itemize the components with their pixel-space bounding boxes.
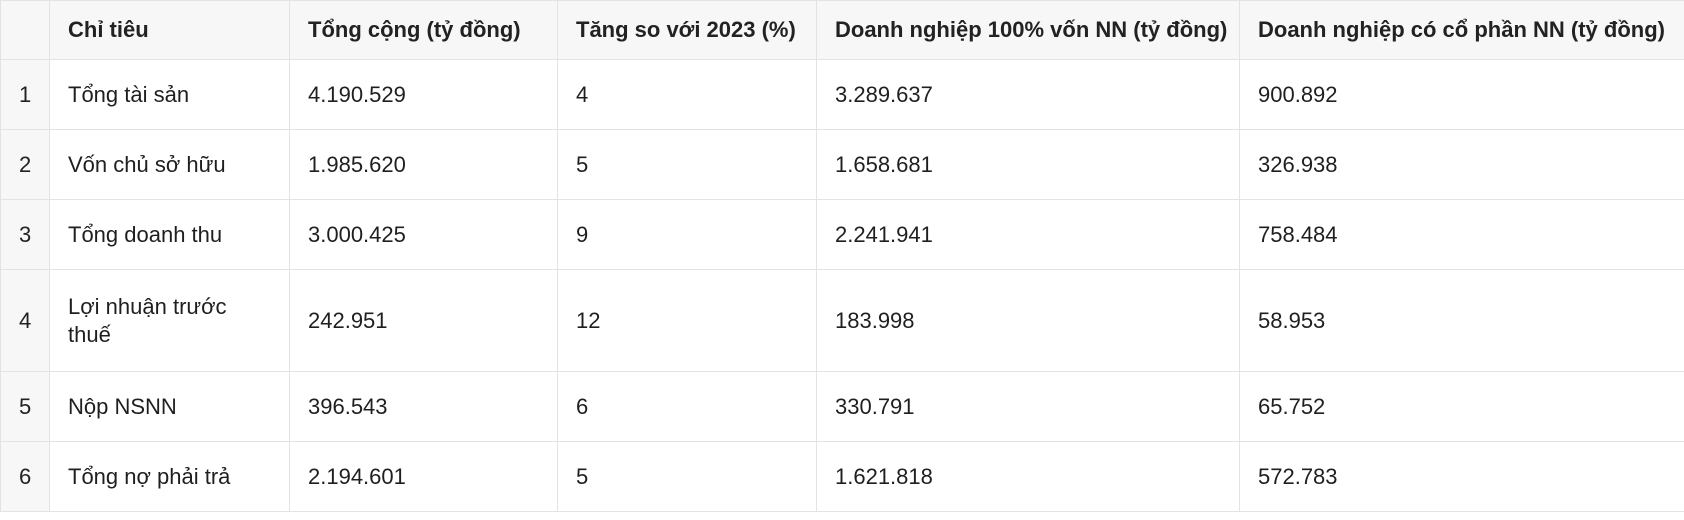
growth-pct-cell[interactable]: 4 [557, 59, 817, 130]
growth-pct-cell[interactable]: 12 [557, 269, 817, 372]
state-owned-100-cell[interactable]: 1.621.818 [816, 441, 1240, 512]
state-owned-100-cell[interactable]: 330.791 [816, 371, 1240, 442]
growth-pct-cell[interactable]: 5 [557, 129, 817, 200]
indicator-cell[interactable]: Tổng nợ phải trả [49, 441, 290, 512]
state-owned-100-cell[interactable]: 2.241.941 [816, 199, 1240, 270]
header-row: Chỉ tiêu Tổng cộng (tỷ đồng) Tăng so với… [0, 0, 1684, 60]
header-cell-indicator[interactable]: Chỉ tiêu [49, 0, 290, 60]
state-shareholding-cell[interactable]: 572.783 [1239, 441, 1684, 512]
header-cell-state-owned-100[interactable]: Doanh nghiệp 100% vốn NN (tỷ đồng) [816, 0, 1240, 60]
total-cell[interactable]: 242.951 [289, 269, 558, 372]
table-row: 3 Tổng doanh thu 3.000.425 9 2.241.941 7… [0, 199, 1684, 270]
row-index-cell: 2 [0, 129, 50, 200]
total-cell[interactable]: 4.190.529 [289, 59, 558, 130]
indicator-cell[interactable]: Tổng tài sản [49, 59, 290, 130]
growth-pct-cell[interactable]: 9 [557, 199, 817, 270]
state-shareholding-cell[interactable]: 326.938 [1239, 129, 1684, 200]
table-row: 4 Lợi nhuận trước thuế 242.951 12 183.99… [0, 269, 1684, 372]
total-cell[interactable]: 2.194.601 [289, 441, 558, 512]
row-index-cell: 5 [0, 371, 50, 442]
state-shareholding-cell[interactable]: 58.953 [1239, 269, 1684, 372]
indicator-cell[interactable]: Tổng doanh thu [49, 199, 290, 270]
indicator-cell[interactable]: Lợi nhuận trước thuế [49, 269, 290, 372]
row-index-cell: 6 [0, 441, 50, 512]
state-shareholding-cell[interactable]: 900.892 [1239, 59, 1684, 130]
row-index-cell: 3 [0, 199, 50, 270]
table-row: 1 Tổng tài sản 4.190.529 4 3.289.637 900… [0, 59, 1684, 130]
indicator-cell[interactable]: Vốn chủ sở hữu [49, 129, 290, 200]
growth-pct-cell[interactable]: 6 [557, 371, 817, 442]
state-owned-100-cell[interactable]: 1.658.681 [816, 129, 1240, 200]
header-cell-state-shareholding[interactable]: Doanh nghiệp có cổ phần NN (tỷ đồng) [1239, 0, 1684, 60]
total-cell[interactable]: 3.000.425 [289, 199, 558, 270]
state-owned-100-cell[interactable]: 183.998 [816, 269, 1240, 372]
state-owned-100-cell[interactable]: 3.289.637 [816, 59, 1240, 130]
table-row: 2 Vốn chủ sở hữu 1.985.620 5 1.658.681 3… [0, 129, 1684, 200]
indicator-cell[interactable]: Nộp NSNN [49, 371, 290, 442]
header-cell-index [0, 0, 50, 60]
state-shareholding-cell[interactable]: 758.484 [1239, 199, 1684, 270]
row-index-cell: 4 [0, 269, 50, 372]
table-row: 6 Tổng nợ phải trả 2.194.601 5 1.621.818… [0, 441, 1684, 512]
table-row: 5 Nộp NSNN 396.543 6 330.791 65.752 [0, 371, 1684, 442]
row-index-cell: 1 [0, 59, 50, 130]
header-cell-growth-pct[interactable]: Tăng so với 2023 (%) [557, 0, 817, 60]
total-cell[interactable]: 1.985.620 [289, 129, 558, 200]
state-shareholding-cell[interactable]: 65.752 [1239, 371, 1684, 442]
growth-pct-cell[interactable]: 5 [557, 441, 817, 512]
total-cell[interactable]: 396.543 [289, 371, 558, 442]
header-cell-total[interactable]: Tổng cộng (tỷ đồng) [289, 0, 558, 60]
